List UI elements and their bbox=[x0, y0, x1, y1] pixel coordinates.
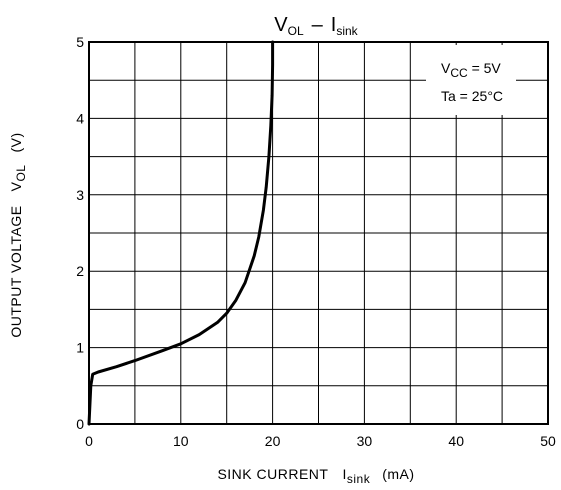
grid bbox=[89, 42, 548, 424]
y-tick-label: 0 bbox=[76, 416, 84, 432]
x-tick-label: 30 bbox=[357, 433, 373, 449]
x-tick-labels: 0 10 20 30 40 50 bbox=[85, 433, 556, 449]
y-tick-label: 5 bbox=[76, 34, 84, 50]
y-tick-label: 2 bbox=[76, 263, 84, 279]
y-axis-label: OUTPUT VOLTAGEVOL(V) bbox=[8, 132, 28, 337]
x-axis-label: SINK CURRENT Isink (mA) bbox=[217, 466, 414, 486]
x-tick-label: 40 bbox=[448, 433, 464, 449]
y-tick-label: 3 bbox=[76, 187, 84, 203]
x-tick-label: 10 bbox=[173, 433, 189, 449]
condition-vcc: VCC = 5V bbox=[441, 60, 501, 80]
plot-frame bbox=[88, 41, 549, 425]
conditions-box-bg bbox=[426, 45, 516, 115]
series-layer bbox=[87, 40, 275, 426]
x-tick-label: 50 bbox=[540, 433, 556, 449]
y-tick-labels: 0 1 2 3 4 5 bbox=[76, 34, 84, 432]
vol-curve bbox=[87, 40, 275, 426]
y-tick-label: 4 bbox=[76, 110, 84, 126]
chart-title: VOL – Isink bbox=[274, 14, 358, 38]
y-tick-label: 1 bbox=[76, 340, 84, 356]
x-tick-label: 20 bbox=[265, 433, 281, 449]
condition-ta: Ta = 25°C bbox=[441, 88, 503, 104]
x-tick-label: 0 bbox=[85, 433, 93, 449]
